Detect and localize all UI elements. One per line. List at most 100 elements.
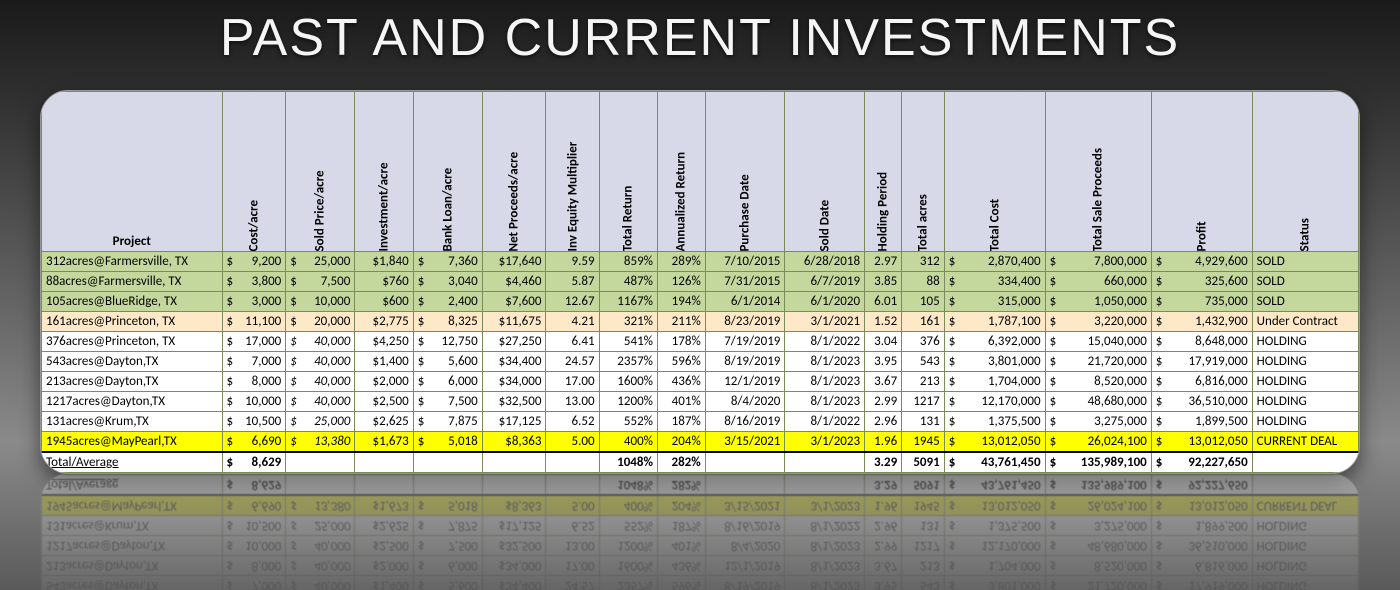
total-cell-cost_acre: $8,629: [222, 452, 286, 473]
cell-purchase_date: 8/16/2019: [705, 516, 785, 536]
cell-inv_equity_mult: 5.00: [546, 495, 599, 516]
cell-sold_price_acre: $40,000: [286, 372, 355, 392]
cell-inv_equity_mult: 17.00: [546, 372, 599, 392]
cell-net_proceeds_acre: $34,400: [482, 576, 546, 590]
cell-total_acres: 1217: [902, 536, 944, 556]
cell-inv_equity_mult: 6.52: [546, 412, 599, 432]
cell-sold_price_acre: $13,380: [286, 495, 355, 516]
cell-inv_equity_mult: 24.57: [546, 352, 599, 372]
cell-purchase_date: 3/15/2021: [705, 432, 785, 453]
total-cell-total_sale_proceeds: $135,989,100: [1045, 475, 1151, 496]
cell-investment_acre: $1,400: [355, 352, 413, 372]
cell-bank_loan_acre: $5,018: [413, 432, 482, 453]
col-header-profit: Profit: [1194, 232, 1209, 252]
cell-cost_acre: $10,500: [222, 412, 286, 432]
cell-sold_date: 8/1/2023: [785, 372, 865, 392]
cell-annualized_return: 211%: [657, 312, 705, 332]
header-cell: Total Sale Proceeds: [1045, 92, 1151, 252]
cell-net_proceeds_acre: $17,125: [482, 412, 546, 432]
cell-purchase_date: 8/19/2019: [705, 576, 785, 590]
total-cell-sold_date: [785, 452, 865, 473]
cell-inv_equity_mult: 12.67: [546, 292, 599, 312]
cell-profit: $36,510,000: [1151, 392, 1252, 412]
cell-bank_loan_acre: $6,000: [413, 556, 482, 576]
page-title: PAST AND CURRENT INVESTMENTS: [0, 0, 1400, 68]
cell-inv_equity_mult: 5.00: [546, 432, 599, 453]
total-cell-net_proceeds_acre: [482, 452, 546, 473]
total-cell-investment_acre: [355, 452, 413, 473]
cell-project: 131acres@Krum,TX: [42, 516, 223, 536]
total-cell-investment_acre: [355, 475, 413, 496]
total-cell-bank_loan_acre: [413, 452, 482, 473]
cell-profit: $1,432,900: [1151, 312, 1252, 332]
cell-project: 105acres@BlueRidge, TX: [42, 292, 223, 312]
cell-cost_acre: $7,000: [222, 352, 286, 372]
investments-table: ProjectCost/acreSold Price/acreInvestmen…: [41, 474, 1359, 590]
cell-bank_loan_acre: $6,000: [413, 372, 482, 392]
cell-cost_acre: $8,000: [222, 372, 286, 392]
cell-total_acres: 543: [902, 576, 944, 590]
cell-purchase_date: 12/1/2019: [705, 372, 785, 392]
slide-background: PAST AND CURRENT INVESTMENTS ProjectCost…: [0, 0, 1400, 590]
cell-sold_price_acre: $10,000: [286, 292, 355, 312]
cell-total_acres: 131: [902, 412, 944, 432]
cell-cost_acre: $8,000: [222, 556, 286, 576]
cell-purchase_date: 7/10/2015: [705, 252, 785, 272]
cell-total_cost: $334,400: [944, 272, 1045, 292]
col-header-sold_date: Sold Date: [817, 232, 832, 252]
total-cell-cost_acre: $8,629: [222, 475, 286, 496]
cell-sold_date: 8/1/2022: [785, 516, 865, 536]
cell-sold_date: 8/1/2023: [785, 556, 865, 576]
cell-inv_equity_mult: 4.21: [546, 312, 599, 332]
cell-project: 543acres@Dayton,TX: [42, 352, 223, 372]
cell-total_sale_proceeds: $660,000: [1045, 272, 1151, 292]
cell-inv_equity_mult: 9.59: [546, 252, 599, 272]
cell-total_sale_proceeds: $15,040,000: [1045, 332, 1151, 352]
cell-total_acres: 376: [902, 332, 944, 352]
col-header-total_sale_proceeds: Total Sale Proceeds: [1091, 232, 1106, 252]
col-header-annualized_return: Annualized Return: [674, 232, 689, 252]
cell-sold_price_acre: $40,000: [286, 392, 355, 412]
cell-purchase_date: 7/31/2015: [705, 272, 785, 292]
cell-sold_date: 3/1/2023: [785, 432, 865, 453]
col-header-status: Status: [1298, 232, 1313, 252]
cell-status: HOLDING: [1252, 556, 1358, 576]
cell-holding_period: 3.85: [865, 272, 902, 292]
cell-total_acres: 213: [902, 372, 944, 392]
col-header-holding_period: Holding Period: [876, 232, 891, 252]
cell-status: HOLDING: [1252, 332, 1358, 352]
cell-status: SOLD: [1252, 252, 1358, 272]
cell-total_cost: $315,000: [944, 292, 1045, 312]
cell-total_return: 2357%: [599, 576, 657, 590]
cell-status: HOLDING: [1252, 536, 1358, 556]
total-cell-holding_period: 3.29: [865, 452, 902, 473]
cell-total_acres: 543: [902, 352, 944, 372]
cell-profit: $1,899,500: [1151, 516, 1252, 536]
cell-inv_equity_mult: 13.00: [546, 536, 599, 556]
cell-annualized_return: 436%: [657, 372, 705, 392]
cell-annualized_return: 401%: [657, 392, 705, 412]
cell-total_acres: 1217: [902, 392, 944, 412]
cell-profit: $13,012,050: [1151, 495, 1252, 516]
cell-investment_acre: $2,000: [355, 556, 413, 576]
cell-bank_loan_acre: $7,875: [413, 516, 482, 536]
cell-profit: $325,600: [1151, 272, 1252, 292]
cell-total_cost: $1,704,000: [944, 556, 1045, 576]
header-cell: Investment/acre: [355, 92, 413, 252]
cell-annualized_return: 289%: [657, 252, 705, 272]
cell-investment_acre: $2,775: [355, 312, 413, 332]
cell-investment_acre: $600: [355, 292, 413, 312]
cell-inv_equity_mult: 5.87: [546, 272, 599, 292]
cell-sold_price_acre: $25,000: [286, 252, 355, 272]
cell-status: CURRENT DEAL: [1252, 432, 1358, 453]
cell-investment_acre: $760: [355, 272, 413, 292]
cell-net_proceeds_acre: $34,400: [482, 352, 546, 372]
cell-sold_price_acre: $13,380: [286, 432, 355, 453]
cell-total_cost: $12,170,000: [944, 536, 1045, 556]
col-header-cost_acre: Cost/acre: [246, 232, 261, 252]
cell-investment_acre: $2,500: [355, 392, 413, 412]
cell-sold_date: 6/28/2018: [785, 252, 865, 272]
header-cell: Status: [1252, 92, 1358, 252]
cell-purchase_date: 8/4/2020: [705, 392, 785, 412]
cell-status: HOLDING: [1252, 372, 1358, 392]
